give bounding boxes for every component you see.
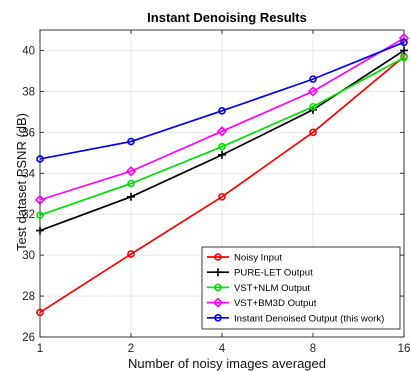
data-point	[307, 86, 319, 97]
legend-label: PURE-LET Output	[234, 268, 313, 279]
legend-entry: VST+NLM Output	[207, 283, 310, 294]
data-point	[214, 313, 222, 322]
y-tick-label: 30	[22, 250, 35, 262]
x-tick-label: 2	[128, 343, 134, 355]
data-point	[218, 107, 226, 115]
y-tick-label: 28	[22, 291, 35, 303]
data-point	[214, 283, 222, 292]
data-point	[309, 75, 317, 83]
y-tick-label: 32	[22, 209, 35, 221]
legend-box	[201, 246, 401, 330]
axes: 26 28 30 32 34 36 38 40 1 2 4 8 16	[22, 29, 411, 355]
data-point	[34, 194, 46, 206]
y-tick-label: 38	[22, 86, 35, 98]
y-tick-label: 26	[22, 332, 35, 344]
series-line	[39, 37, 405, 201]
data-point	[218, 142, 226, 151]
data-point	[36, 155, 44, 163]
series-line	[39, 55, 405, 314]
chart-title: Instant Denoising Results	[147, 10, 307, 25]
legend: Noisy Input PURE-LET Output VST+NLM Output…	[201, 246, 401, 330]
x-tick-label: 8	[310, 343, 316, 355]
series-layer	[34, 33, 410, 317]
legend-entry: VST+BM3D Output	[207, 297, 317, 309]
legend-label: Noisy Input	[234, 253, 282, 264]
data-point	[127, 137, 135, 146]
series-3	[34, 33, 410, 206]
y-tick-label: 36	[22, 127, 35, 139]
data-point	[127, 179, 135, 188]
series-line	[39, 56, 405, 217]
x-tick-label: 4	[219, 343, 226, 355]
data-point	[218, 193, 226, 201]
data-point	[309, 102, 317, 111]
data-point	[125, 166, 137, 177]
series-line	[39, 41, 405, 160]
data-point	[214, 253, 222, 261]
data-point	[36, 211, 44, 220]
legend-entry: Instant Denoised Output (this work)	[207, 313, 384, 324]
series-2	[36, 53, 408, 220]
data-point	[36, 308, 44, 317]
data-point	[218, 150, 226, 159]
data-point	[398, 33, 410, 44]
legend-label: VST+NLM Output	[234, 283, 310, 294]
data-point	[400, 53, 408, 62]
data-point	[127, 192, 135, 201]
legend-label: VST+BM3D Output	[234, 298, 317, 309]
x-tick-label: 1	[37, 343, 43, 355]
y-axis-title: Test dataset PSNR (dB)	[14, 113, 29, 251]
y-tick-label: 40	[22, 45, 35, 57]
data-point	[127, 250, 135, 258]
data-point	[216, 126, 228, 137]
legend-entry: PURE-LET Output	[207, 268, 313, 279]
data-point	[400, 46, 408, 55]
series-4	[36, 38, 408, 163]
data-point	[36, 226, 44, 235]
legend-label: Instant Denoised Output (this work)	[234, 313, 384, 324]
y-tick-label: 34	[22, 168, 35, 180]
data-point	[309, 128, 317, 137]
data-point	[212, 297, 224, 308]
data-point	[400, 38, 408, 47]
x-axis-title: Number of noisy images averaged	[128, 356, 326, 371]
x-tick-label: 16	[398, 343, 411, 355]
legend-entry: Noisy Input	[207, 253, 282, 264]
data-point	[214, 268, 222, 277]
